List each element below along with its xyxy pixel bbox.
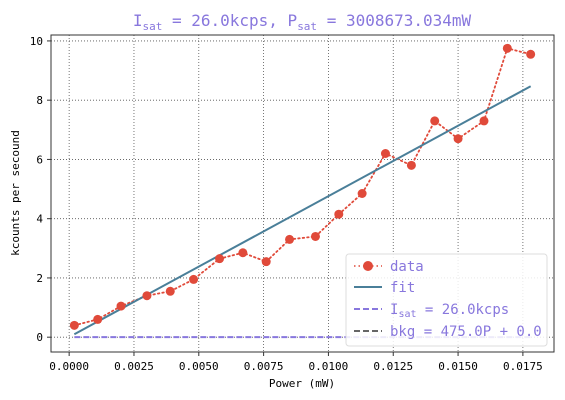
data-point	[116, 301, 126, 311]
legend-isat-prefix: I	[390, 302, 398, 318]
data-point	[357, 189, 367, 198]
data-point	[238, 248, 248, 258]
legend-data-marker	[363, 261, 373, 271]
x-tick-label: 0.0000	[49, 360, 89, 373]
y-tick-label: 8	[36, 94, 43, 107]
data-point	[189, 274, 199, 284]
plot-frame	[50, 34, 555, 353]
legend-fit-label: fit	[390, 280, 415, 296]
x-tick-label: 0.0175	[503, 360, 543, 373]
data-point	[142, 291, 152, 301]
x-axis-label: Power (mW)	[269, 377, 335, 390]
legend-isat-sub: sat	[398, 309, 416, 320]
chart-title: Isat = 26.0kcps, Psat = 3008673.034mW	[133, 11, 472, 33]
x-tick-label: 0.0100	[309, 360, 349, 373]
y-tick-label: 2	[36, 272, 43, 285]
data-point	[93, 314, 103, 324]
data-point	[310, 231, 320, 241]
legend-isat-label: Isat = 26.0kcps	[390, 302, 509, 320]
title-sub2: sat	[297, 20, 317, 33]
title-sub1: sat	[142, 20, 162, 33]
y-tick-label: 6	[36, 153, 43, 166]
x-tick-label: 0.0050	[179, 360, 219, 373]
y-tick-label: 10	[30, 35, 43, 48]
data-point	[334, 209, 344, 219]
x-axis-ticks: 0.0000 0.0025 0.0050 0.0075 0.0100 0.0125 0.01…	[49, 352, 543, 373]
data-point	[380, 149, 390, 159]
x-tick-label: 0.0150	[438, 360, 478, 373]
y-tick-label: 4	[36, 213, 43, 226]
data-point	[406, 160, 416, 170]
x-tick-label: 0.0025	[114, 360, 154, 373]
data-point	[430, 116, 440, 126]
x-tick-label: 0.0125	[373, 360, 413, 373]
data-point	[526, 49, 536, 59]
data-point	[261, 257, 271, 267]
data-point	[502, 43, 512, 53]
x-tick-label: 0.0075	[244, 360, 284, 373]
legend-box	[345, 253, 548, 347]
title-suffix: = 3008673.034mW	[317, 11, 471, 30]
legend-isat-suffix: = 26.0kcps	[417, 302, 510, 318]
title-prefix: I	[133, 11, 143, 30]
legend: data fit Isat = 26.0kcps bkg = 475.0P + …	[345, 253, 548, 347]
data-point	[479, 116, 489, 126]
title-middle: = 26.0kcps, P	[162, 11, 297, 30]
legend-data-label: data	[390, 259, 424, 275]
data-point	[285, 234, 295, 244]
y-axis-ticks: 0 2 4 6 8 10	[30, 35, 51, 344]
data-point	[215, 254, 225, 264]
y-tick-label: 0	[36, 331, 43, 344]
legend-bkg-label: bkg = 475.0P + 0.0	[390, 324, 542, 340]
data-point	[453, 134, 463, 144]
data-point	[165, 286, 175, 296]
y-axis-label: kcounts per secound	[9, 130, 22, 256]
data-point	[69, 320, 79, 330]
